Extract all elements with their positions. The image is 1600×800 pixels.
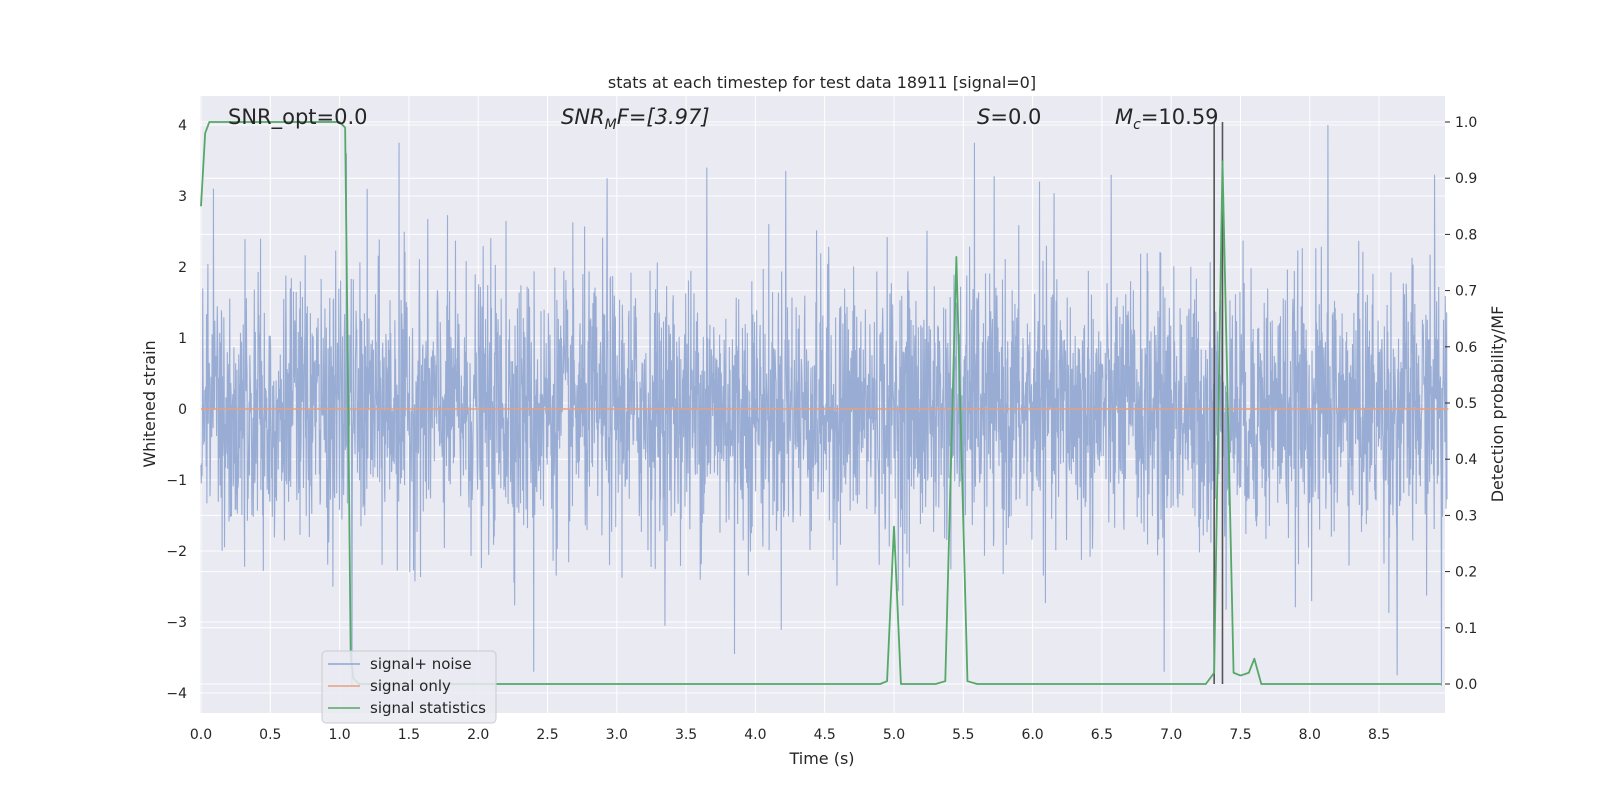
x-tick-label: 5.0 (883, 727, 905, 743)
annotation-snr-mf: SNRMF=[3.97] (561, 105, 710, 133)
legend-label-signal-statistics: signal statistics (370, 699, 486, 717)
x-tick-label: 7.0 (1160, 727, 1182, 743)
series-signal-noise (200, 124, 1448, 686)
y-tick-label-right: 0.0 (1455, 677, 1477, 693)
y-axis-label-left: Whitened strain (140, 340, 159, 467)
x-tick-label: 0.5 (259, 727, 281, 743)
y-tick-labels-right: 0.0 0.1 0.2 0.3 0.4 0.5 0.6 0.7 0.8 0.9 1.0 (1445, 115, 1477, 693)
x-tick-label: 3.5 (675, 727, 697, 743)
x-tick-labels: 0.0 0.5 1.0 1.5 2.0 2.5 3.0 3.5 4.0 4.5 5.0 5.5 6.0 6… (190, 727, 1390, 743)
x-tick-label: 3.0 (606, 727, 628, 743)
y-tick-label-left: 0 (178, 402, 187, 418)
legend-label-signal-only: signal only (370, 677, 451, 695)
annotation-mc: Mc=10.59 (1115, 105, 1219, 133)
x-tick-label: 1.0 (328, 727, 350, 743)
x-tick-label: 8.0 (1299, 727, 1321, 743)
annotation-s: S=0.0 (977, 105, 1041, 129)
y-tick-label-left: −4 (166, 686, 187, 702)
x-tick-label: 0.0 (190, 727, 212, 743)
legend-box (321, 650, 497, 724)
y-tick-label-left: −2 (166, 544, 187, 560)
y-tick-labels-left: −4 −3 −2 −1 0 1 2 3 4 (166, 118, 187, 702)
y-tick-label-left: 3 (178, 189, 187, 205)
y-tick-label-right: 0.5 (1455, 396, 1477, 412)
x-axis-label: Time (s) (788, 749, 854, 768)
legend: signal+ noise signal only signal statist… (321, 650, 497, 724)
x-tick-label: 7.5 (1229, 727, 1251, 743)
y-tick-label-right: 0.6 (1455, 340, 1477, 356)
y-axis-label-right: Detection probability/MF (1488, 306, 1507, 503)
x-tick-label: 2.0 (467, 727, 489, 743)
x-tick-label: 4.0 (744, 727, 766, 743)
annotation-snr-opt: SNR_opt=0.0 (228, 105, 368, 130)
x-tick-label: 6.5 (1091, 727, 1113, 743)
y-tick-label-left: 1 (178, 331, 187, 347)
x-tick-label: 2.5 (536, 727, 558, 743)
chart-title: stats at each timestep for test data 189… (608, 73, 1036, 92)
y-tick-label-right: 0.1 (1455, 621, 1477, 637)
y-tick-label-right: 1.0 (1455, 115, 1477, 131)
x-tick-label: 1.5 (398, 727, 420, 743)
y-tick-label-left: −1 (166, 473, 187, 489)
y-tick-label-left: 4 (178, 118, 187, 134)
x-tick-label: 5.5 (952, 727, 974, 743)
x-tick-label: 4.5 (814, 727, 836, 743)
y-tick-label-right: 0.2 (1455, 565, 1477, 581)
signal-noise-line (200, 124, 1448, 686)
grid (200, 96, 1445, 713)
x-tick-label: 6.0 (1021, 727, 1043, 743)
y-tick-label-right: 0.7 (1455, 284, 1477, 300)
y-tick-label-left: −3 (166, 615, 187, 631)
series-signal-statistics (200, 121, 1442, 685)
y-tick-label-right: 0.3 (1455, 508, 1477, 524)
legend-label-signal-noise: signal+ noise (370, 655, 472, 673)
signal-statistics-line (200, 121, 1442, 685)
y-tick-label-right: 0.4 (1455, 452, 1477, 468)
y-tick-label-right: 0.8 (1455, 227, 1477, 243)
x-tick-label: 8.5 (1368, 727, 1390, 743)
y-tick-label-left: 2 (178, 260, 187, 276)
y-tick-label-right: 0.9 (1455, 171, 1477, 187)
